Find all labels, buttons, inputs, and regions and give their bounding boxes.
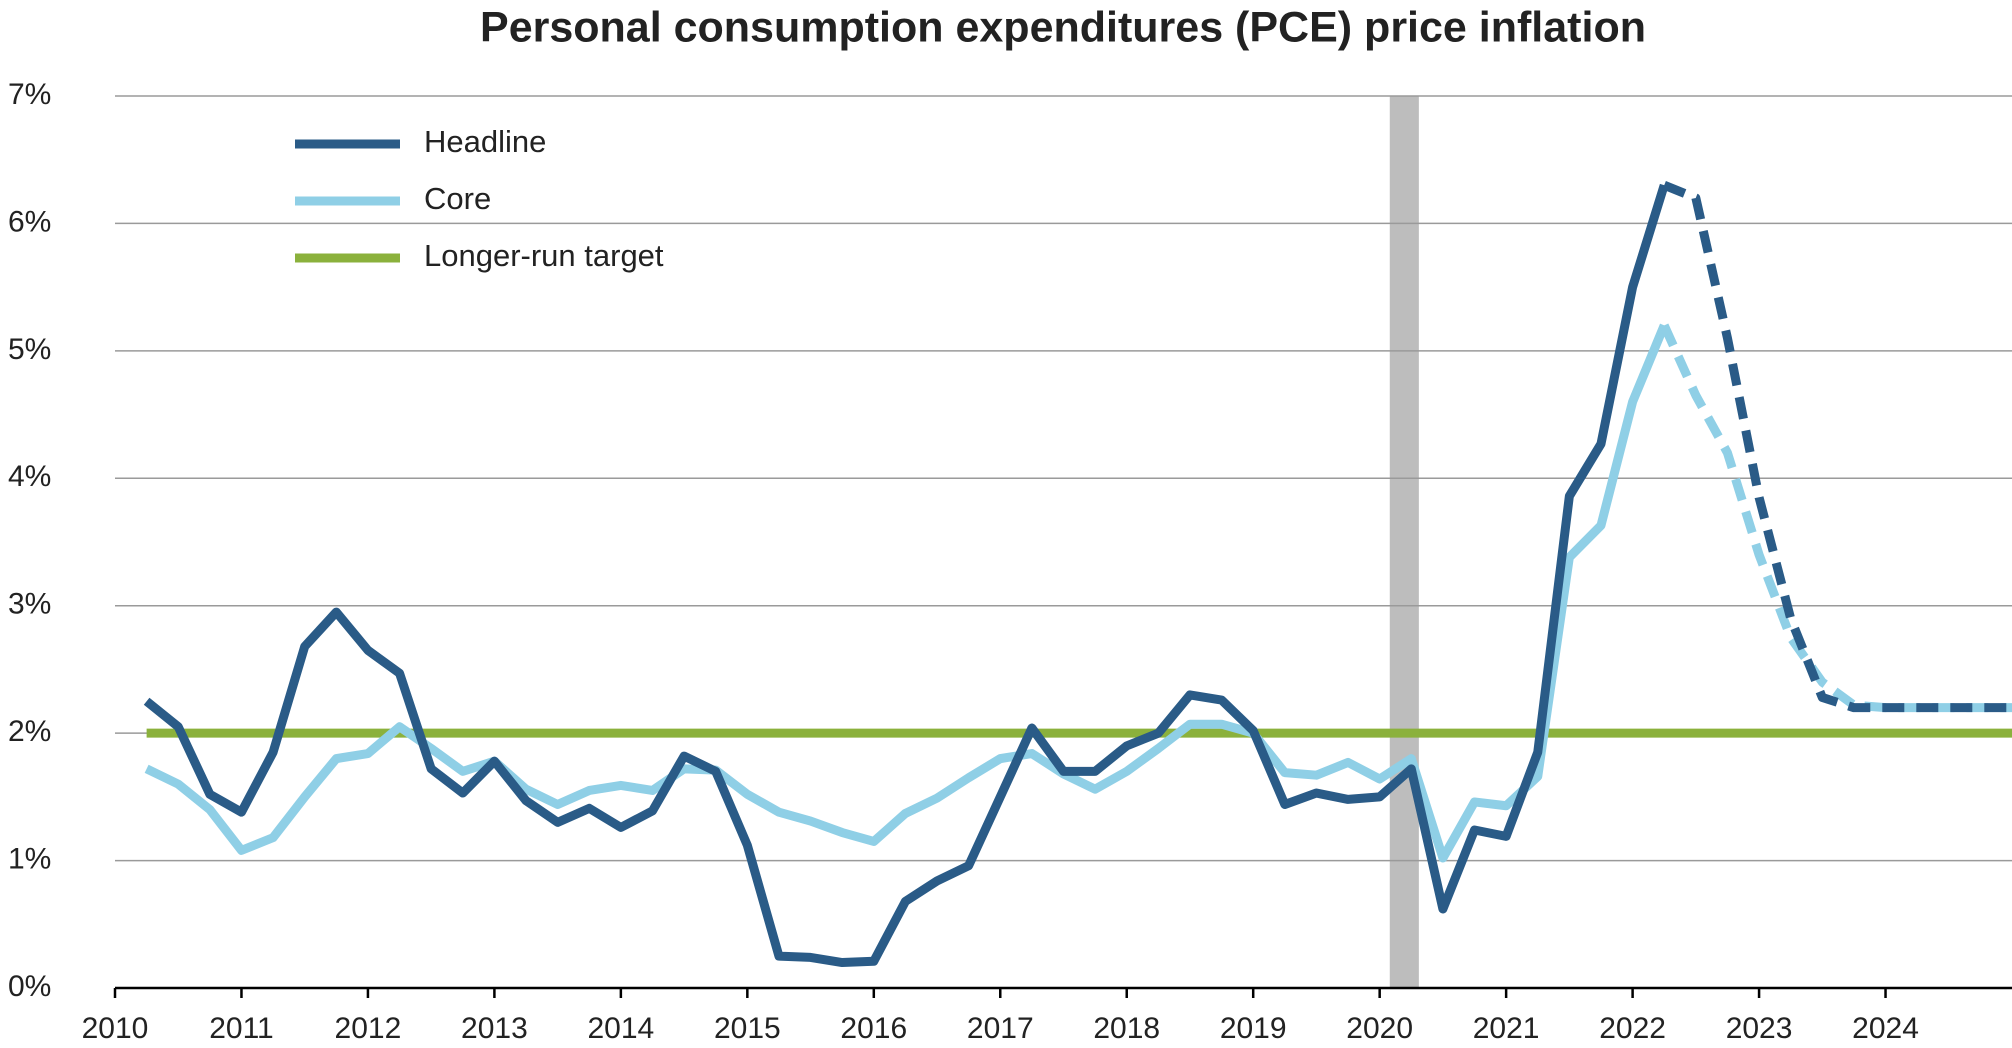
chart-title: Personal consumption expenditures (PCE) … (480, 3, 1646, 51)
x-tick-label: 2017 (967, 1012, 1034, 1045)
series-line (1660, 323, 2012, 713)
x-tick-label: 2015 (714, 1012, 781, 1045)
x-tick-label: 2024 (1852, 1012, 1919, 1045)
x-tick-label: 2010 (82, 1012, 149, 1045)
x-tick-label: 2016 (840, 1012, 907, 1045)
series-line (1662, 181, 2012, 713)
y-tick-label: 6% (8, 205, 51, 238)
y-tick-label: 0% (8, 970, 51, 1003)
series-line (144, 323, 1669, 863)
legend-label: Longer-run target (424, 238, 664, 273)
y-tick-label: 7% (8, 78, 51, 111)
legend-label: Headline (424, 124, 546, 159)
x-tick-label: 2022 (1599, 1012, 1666, 1045)
x-tick-label: 2014 (587, 1012, 654, 1045)
y-tick-label: 4% (8, 460, 51, 493)
y-tick-label: 3% (8, 588, 51, 621)
x-tick-label: 2023 (1726, 1012, 1793, 1045)
x-tick-label: 2020 (1346, 1012, 1413, 1045)
x-tick-label: 2011 (209, 1012, 274, 1045)
y-tick-label: 2% (8, 715, 51, 748)
series-line (143, 183, 1669, 968)
y-tick-label: 5% (8, 333, 51, 366)
x-tick-label: 2013 (461, 1012, 528, 1045)
x-tick-label: 2018 (1093, 1012, 1160, 1045)
x-tick-label: 2019 (1220, 1012, 1287, 1045)
x-tick-label: 2021 (1473, 1012, 1540, 1045)
legend-label: Core (424, 181, 491, 216)
y-tick-label: 1% (8, 842, 51, 875)
x-tick-label: 2012 (335, 1012, 402, 1045)
recession-band (1389, 96, 1419, 988)
